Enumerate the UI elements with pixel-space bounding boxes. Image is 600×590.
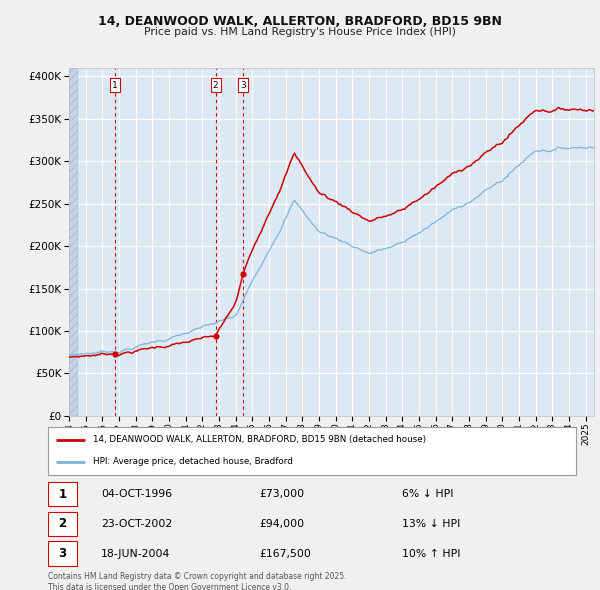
Text: £167,500: £167,500	[259, 549, 311, 559]
Text: £94,000: £94,000	[259, 519, 304, 529]
Bar	[69, 68, 78, 416]
Text: Price paid vs. HM Land Registry's House Price Index (HPI): Price paid vs. HM Land Registry's House …	[144, 27, 456, 37]
Text: 13% ↓ HPI: 13% ↓ HPI	[402, 519, 460, 529]
Text: 3: 3	[241, 81, 246, 90]
FancyBboxPatch shape	[48, 542, 77, 566]
Text: 14, DEANWOOD WALK, ALLERTON, BRADFORD, BD15 9BN: 14, DEANWOOD WALK, ALLERTON, BRADFORD, B…	[98, 15, 502, 28]
Text: 23-OCT-2002: 23-OCT-2002	[101, 519, 172, 529]
Text: 10% ↑ HPI: 10% ↑ HPI	[402, 549, 460, 559]
FancyBboxPatch shape	[48, 482, 77, 506]
FancyBboxPatch shape	[48, 427, 576, 475]
Text: 2: 2	[58, 517, 67, 530]
FancyBboxPatch shape	[48, 512, 77, 536]
Text: 2: 2	[213, 81, 218, 90]
Text: 18-JUN-2004: 18-JUN-2004	[101, 549, 170, 559]
Text: 1: 1	[112, 81, 118, 90]
Text: HPI: Average price, detached house, Bradford: HPI: Average price, detached house, Brad…	[93, 457, 293, 466]
Text: Contains HM Land Registry data © Crown copyright and database right 2025.
This d: Contains HM Land Registry data © Crown c…	[48, 572, 347, 590]
Text: 04-OCT-1996: 04-OCT-1996	[101, 489, 172, 499]
Text: 14, DEANWOOD WALK, ALLERTON, BRADFORD, BD15 9BN (detached house): 14, DEANWOOD WALK, ALLERTON, BRADFORD, B…	[93, 435, 426, 444]
Text: 3: 3	[58, 547, 67, 560]
Text: £73,000: £73,000	[259, 489, 304, 499]
Text: 6% ↓ HPI: 6% ↓ HPI	[402, 489, 453, 499]
Text: 1: 1	[58, 488, 67, 501]
